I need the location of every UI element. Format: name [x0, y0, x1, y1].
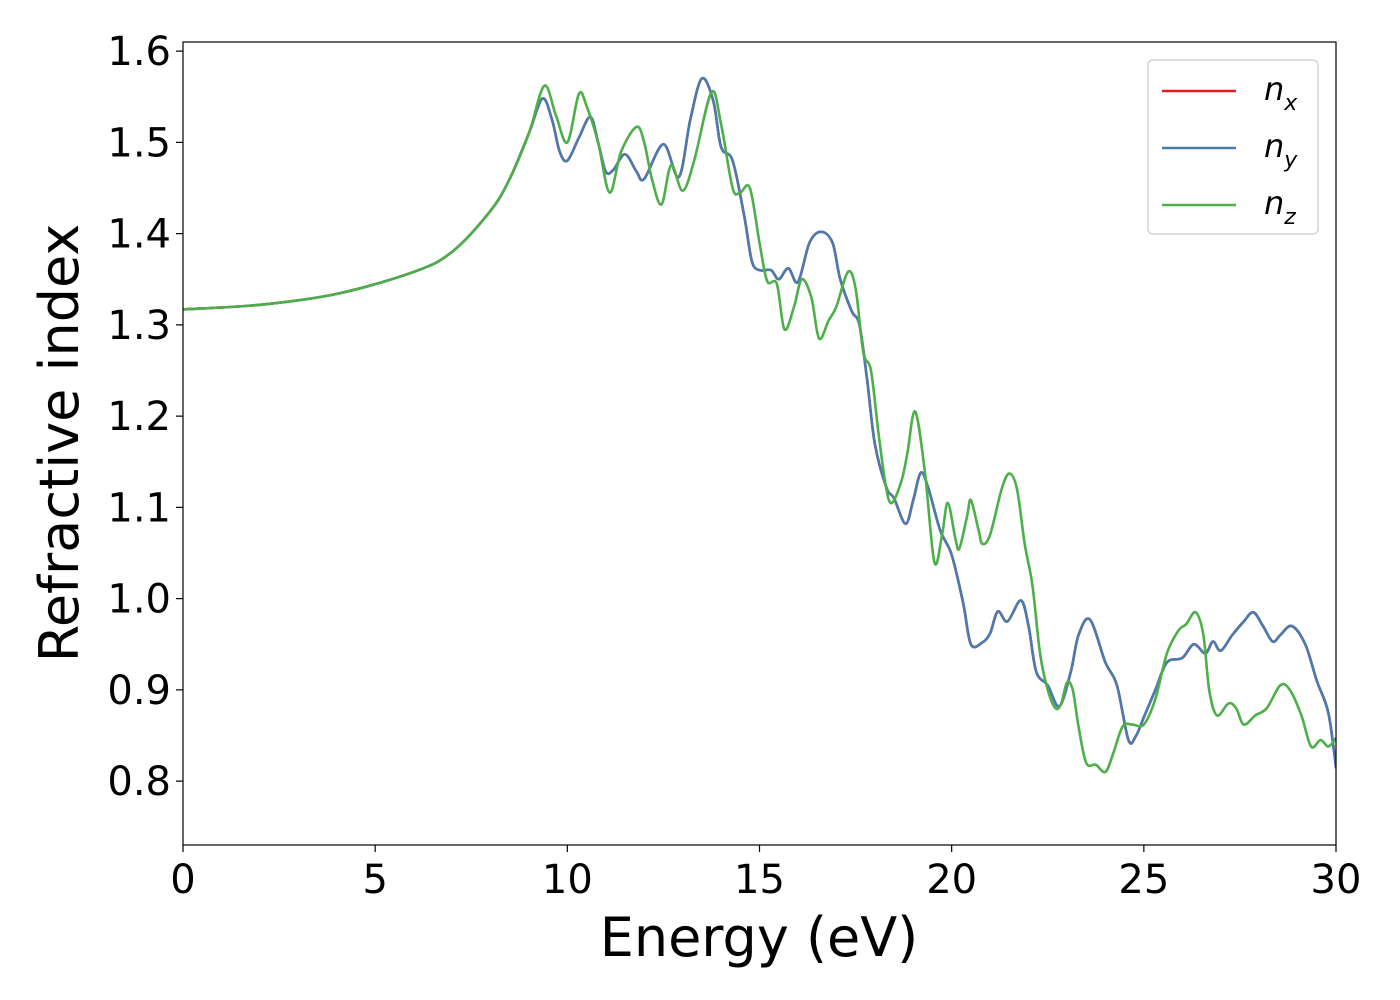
legend-label-base: n: [1264, 70, 1284, 108]
legend-label-base: n: [1264, 184, 1284, 222]
x-axis-ticks: 0 5 10 15 20 25 30: [170, 845, 1361, 903]
y-tick-label: 1.4: [107, 212, 171, 258]
legend-label-nz: nz: [1264, 184, 1296, 230]
legend-label-nx: nx: [1264, 70, 1298, 116]
x-tick-label: 5: [362, 857, 387, 903]
x-tick-label: 20: [926, 857, 977, 903]
legend-label-ny: ny: [1264, 127, 1298, 173]
y-tick-label: 0.8: [107, 759, 171, 805]
legend-label-subscript: x: [1283, 91, 1298, 116]
y-tick-label: 1.0: [107, 577, 171, 623]
series-line-nz: [183, 84, 1336, 774]
legend-label-subscript: z: [1283, 205, 1296, 230]
y-tick-label: 1.1: [107, 485, 171, 531]
y-axis-label: Refractive index: [28, 224, 91, 663]
x-tick-label: 25: [1118, 857, 1169, 903]
legend-label-base: n: [1264, 127, 1284, 165]
y-tick-label: 0.9: [107, 668, 171, 714]
series-layer: [183, 76, 1336, 774]
y-tick-label: 1.3: [107, 303, 171, 349]
y-tick-label: 1.6: [107, 29, 171, 75]
x-tick-label: 0: [170, 857, 195, 903]
x-axis-label: Energy (eV): [600, 906, 919, 969]
x-tick-label: 30: [1311, 857, 1362, 903]
x-tick-label: 15: [734, 857, 785, 903]
y-tick-label: 1.2: [107, 394, 171, 440]
x-tick-label: 10: [542, 857, 593, 903]
legend-label-subscript: y: [1283, 148, 1298, 173]
y-tick-label: 1.5: [107, 120, 171, 166]
y-axis-ticks: 0.8 0.9 1.0 1.1 1.2 1.3 1.4 1.5 1.6: [107, 29, 183, 805]
